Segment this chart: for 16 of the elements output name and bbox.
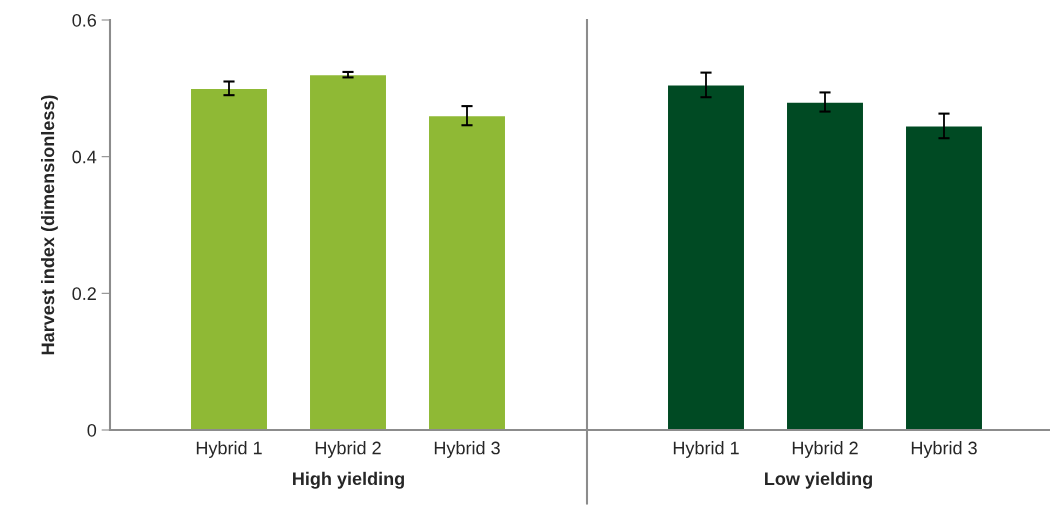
x-tick-label: Hybrid 2 <box>792 441 858 458</box>
y-tick-label: 0.4 <box>72 150 97 164</box>
bar <box>189 87 269 430</box>
bar <box>427 114 507 430</box>
x-axis-title: Low yielding <box>765 471 872 489</box>
y-tick-label: 0 <box>87 423 97 437</box>
x-tick-label: Hybrid 2 <box>315 441 381 458</box>
x-tick-label: Hybrid 3 <box>434 441 500 458</box>
bar <box>308 73 388 430</box>
y-tick-label: 0.2 <box>72 287 96 301</box>
x-axis-title: High yielding <box>293 471 404 489</box>
y-tick-label: 0.6 <box>72 13 97 27</box>
x-tick-label: Hybrid 3 <box>911 441 977 458</box>
x-tick-label: Hybrid 1 <box>673 441 739 458</box>
x-tick-label: Hybrid 1 <box>196 441 262 458</box>
y-axis-title: Harvest index (dimensionless) <box>40 95 58 355</box>
